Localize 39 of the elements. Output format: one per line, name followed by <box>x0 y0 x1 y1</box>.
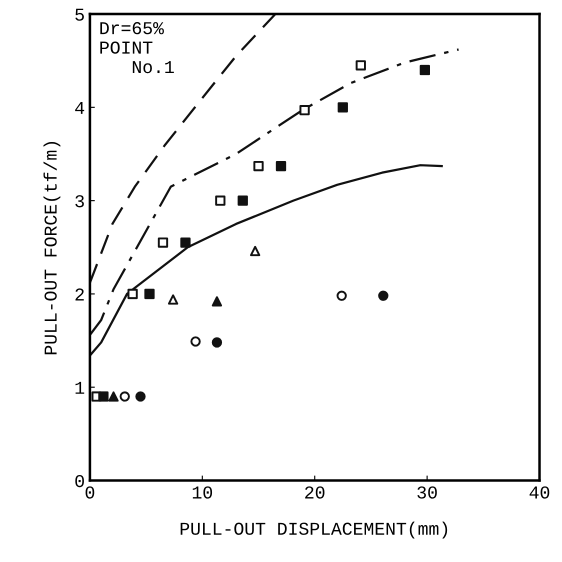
line-series <box>90 14 276 284</box>
point <box>378 290 388 301</box>
x-tick-label: 40 <box>530 486 550 499</box>
y-tick-label: 3 <box>75 195 84 208</box>
x-axis-title: PULL-OUT DISPLACEMENT(mm) <box>180 522 448 538</box>
line-series <box>90 164 443 357</box>
point <box>238 195 248 206</box>
y-tick-label: 5 <box>75 8 84 21</box>
point <box>276 160 286 172</box>
point <box>168 294 178 305</box>
y-tick-label: 1 <box>76 382 84 394</box>
point <box>180 237 191 248</box>
point <box>299 105 310 116</box>
y-axis-title: PULL-OUT FORCE(tf/m) <box>44 142 60 354</box>
point <box>215 195 226 206</box>
point <box>212 296 222 307</box>
y-tick-label: 2 <box>75 288 84 300</box>
point <box>127 288 138 300</box>
point <box>98 391 109 402</box>
annotation: Dr=65% POINT No.1 <box>100 22 174 74</box>
point <box>158 237 168 248</box>
point <box>336 290 347 301</box>
x-tick-label: 0 <box>86 486 94 499</box>
x-tick-label: 30 <box>417 486 437 499</box>
point <box>250 246 260 256</box>
point <box>338 102 348 112</box>
y-tick-label: 0 <box>75 474 84 488</box>
x-tick-label: 20 <box>305 486 324 499</box>
point <box>356 60 366 70</box>
point <box>253 160 264 172</box>
point <box>144 288 155 300</box>
x-tick-label: 10 <box>192 486 212 499</box>
point <box>135 391 146 402</box>
point <box>190 336 201 347</box>
point <box>212 337 222 348</box>
point <box>420 64 430 76</box>
point <box>120 391 130 402</box>
point <box>108 391 119 402</box>
y-tick-label: 4 <box>75 102 84 114</box>
